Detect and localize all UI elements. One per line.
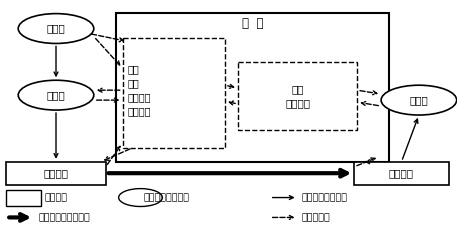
Text: 实时信息流: 实时信息流 <box>301 213 330 222</box>
Text: 服装公司的供应商: 服装公司的供应商 <box>143 193 190 202</box>
Bar <box>123 38 225 148</box>
Text: 总  部: 总 部 <box>242 17 263 30</box>
Ellipse shape <box>119 189 163 206</box>
Bar <box>238 62 357 130</box>
Text: 物流公司完成的物流: 物流公司完成的物流 <box>38 213 90 222</box>
Ellipse shape <box>18 80 94 110</box>
Bar <box>116 13 389 162</box>
Ellipse shape <box>18 14 94 43</box>
Text: 面料厂: 面料厂 <box>47 24 65 34</box>
Ellipse shape <box>381 85 457 115</box>
Text: 网站
呼叫中心: 网站 呼叫中心 <box>285 84 310 108</box>
Text: 配送仓库: 配送仓库 <box>389 168 414 178</box>
Text: 设计
采购
市场销售
库存管理: 设计 采购 市场销售 库存管理 <box>128 64 151 116</box>
Bar <box>6 162 106 185</box>
Bar <box>6 190 41 205</box>
Text: 消费者: 消费者 <box>409 95 428 105</box>
Text: 制衣厂: 制衣厂 <box>47 90 65 100</box>
Bar <box>354 162 449 185</box>
Text: 仓储中心: 仓储中心 <box>44 168 69 178</box>
Text: 服装公司: 服装公司 <box>44 193 67 202</box>
Text: 供应商完成的物流: 供应商完成的物流 <box>301 193 348 202</box>
